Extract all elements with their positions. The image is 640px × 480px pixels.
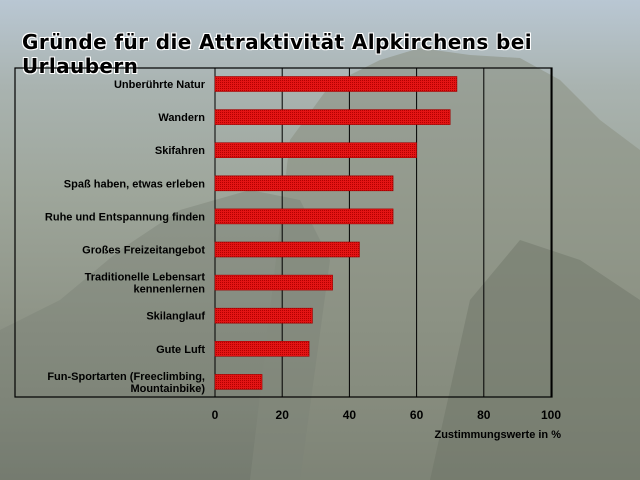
category-label: Skifahren: [155, 145, 205, 157]
bar: [214, 208, 394, 225]
bar: [214, 374, 263, 390]
bar: [214, 109, 451, 125]
x-tick-label: 0: [212, 408, 219, 422]
category-label: Gute Luft: [156, 344, 205, 356]
category-label: Fun-Sportarten (Freeclimbing, Mountainbik…: [47, 371, 205, 395]
category-label: Wandern: [158, 112, 205, 124]
category-label: Spaß haben, etwas erleben: [64, 178, 205, 190]
x-tick-label: 40: [343, 408, 357, 422]
bar: [214, 340, 310, 357]
x-axis-label: Zustimmungswerte in %: [434, 429, 561, 441]
bar: [214, 142, 417, 158]
x-tick-label: 100: [541, 408, 561, 422]
bar: [214, 241, 360, 258]
x-tick-label: 80: [477, 408, 491, 422]
bar: [214, 175, 394, 192]
chart-frame: [14, 67, 553, 398]
category-label: Traditionelle Lebensart kennenlernen: [85, 272, 206, 296]
x-tick-label: 20: [276, 408, 290, 422]
bar: [214, 307, 313, 324]
category-label: Ruhe und Entspannung finden: [45, 211, 205, 223]
category-label: Großes Freizeitangebot: [82, 245, 205, 257]
category-label: Unberührte Natur: [114, 79, 206, 91]
bar: [214, 274, 333, 291]
category-label: Skilanglauf: [146, 311, 205, 323]
x-tick-label: 60: [410, 408, 424, 422]
bar: [214, 76, 458, 92]
chart-title: Gründe für die Attraktivität Alpkirchens…: [22, 30, 532, 78]
